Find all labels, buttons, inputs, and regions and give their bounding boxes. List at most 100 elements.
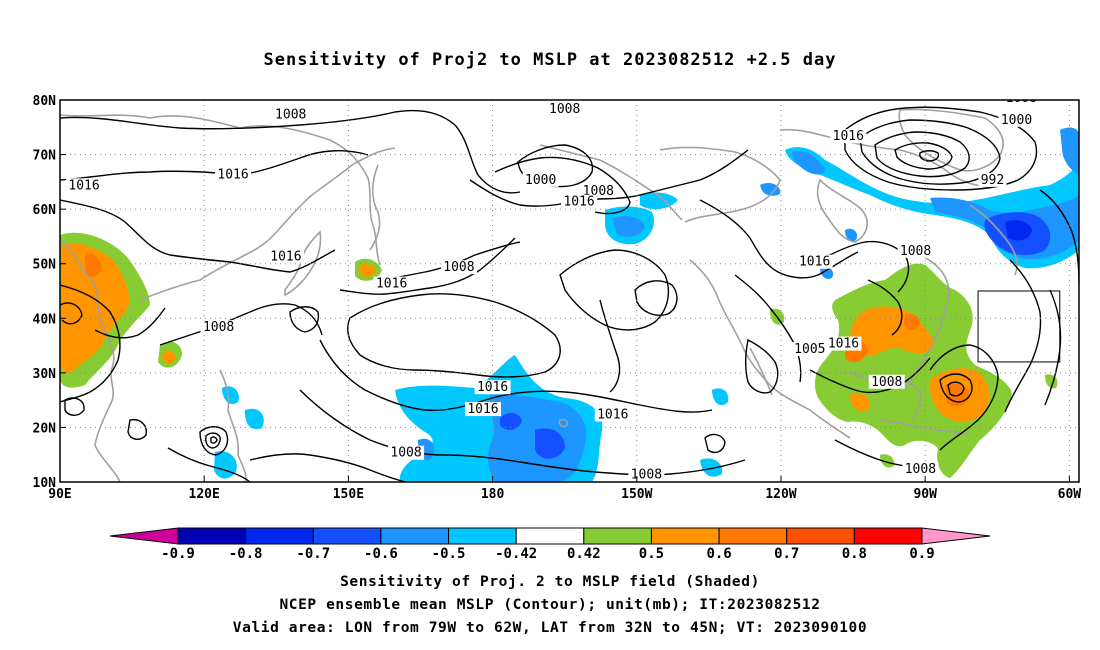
isobar-line [947,381,965,397]
x-tick-label: 90W [913,487,937,502]
isobar-line [704,433,726,454]
isobar-line [819,240,910,293]
x-tick-label: 120E [189,487,220,502]
coastline-north-america-west [689,259,851,439]
contour-label: 1016 [799,255,830,270]
positive-sensitivity-region [850,393,871,412]
y-tick-label: 20N [33,421,57,436]
colorbar-label: -0.6 [364,546,398,562]
contour-label: 1016 [563,195,594,210]
negative-sensitivity-region [700,458,723,477]
isobar-line [1004,259,1042,413]
contour-label: 1016 [828,337,859,352]
contour-label-background [522,172,559,187]
contour-label: 1008 [631,468,662,483]
contour-label-background [561,194,598,209]
isobar-line [60,302,83,325]
contour-label-background [1003,100,1040,105]
coastline-canada-arctic [779,128,991,189]
negative-sensitivity-region [535,428,565,459]
colorbar-label: -0.7 [296,546,330,562]
y-tick-label: 60N [33,203,57,218]
contour-label: 1008 [549,102,580,117]
isobar-line [919,150,940,162]
colorbar-label: 0.9 [909,546,934,562]
coastline-asia [60,239,121,482]
contour-label: 1016 [217,167,248,182]
contour-label-background [830,129,867,144]
contour-label: 1008 [900,244,931,259]
isobar-line [289,306,320,333]
x-axis: 90E 120E 150E 180 150W 120W 90W 60W [48,476,1081,502]
contour-label-background [796,254,833,269]
positive-sensitivity-region [880,454,895,468]
y-tick-label: 40N [33,312,57,327]
plot-frame [59,99,1080,483]
coastline-japan [284,230,322,297]
colorbar: -0.9 -0.8 -0.7 -0.6 -0.5 -0.42 0.42 0.5 0.6 0.7 0.… [109,527,991,562]
contour-label-background [594,407,631,422]
negative-sensitivity-region [1060,127,1079,175]
contour-label-background [373,276,410,291]
gridlines [60,100,1079,482]
contour-label-background [902,462,939,477]
contour-label: 1008 [275,107,306,122]
x-tick-label: 180 [481,487,505,502]
contour-label-background [440,260,477,275]
y-tick-label: 80N [33,94,57,109]
contour-label: 1008 [203,320,234,335]
coastline-taiwan-philippines [219,369,247,482]
contour-label: 1005 [794,342,825,357]
coastline-baja [749,347,773,396]
colorbar-bin [515,527,585,545]
contour-label: 1016 [467,402,498,417]
coastline-hudson-bay [816,178,868,243]
contour-label: 1008 [390,446,421,461]
contour-label-background [215,167,252,182]
contour-label-background [267,249,304,264]
positive-sensitivity-region [60,243,130,373]
contour-label: 1016 [68,178,99,193]
sensitivity-shading [60,127,1079,482]
valid-area-box [977,290,1061,363]
isobar-line [874,131,970,178]
isobar-line [494,156,631,215]
isobar-line [894,142,953,170]
colorbar-right-arrow [921,527,991,545]
isobar-line [339,237,516,295]
x-tick-label: 150E [333,487,364,502]
negative-sensitivity-region [222,386,239,405]
colorbar-bin [448,527,517,545]
contour-label-background [791,342,828,357]
x-tick-label: 90E [48,487,71,502]
coastline-china-korea [139,147,396,301]
coastline-kamchatka [369,164,381,251]
isobar-line [939,373,973,403]
isobar-line [94,307,166,339]
positive-sensitivity-region [359,263,376,277]
negative-sensitivity-region [612,216,645,237]
colorbar-label: -0.42 [495,546,537,562]
isobar-line [745,338,779,394]
contour-label: 1016 [477,380,508,395]
contour-label-background [66,178,103,193]
contour-label-background [272,107,309,122]
colorbar-bin [786,527,855,545]
isobar-line [167,447,251,482]
contour-label: 1016 [270,249,301,264]
y-tick-label: 50N [33,258,57,273]
coastline-us-east [904,254,950,391]
coastline-bering [539,144,683,221]
contour-label-background [998,112,1035,127]
negative-sensitivity-region [760,183,781,196]
colorbar-bin [312,527,382,545]
caption-contour: NCEP ensemble mean MSLP (Contour); unit(… [279,597,821,613]
isobar-line [60,199,336,273]
contour-label: 1000 [1001,113,1032,128]
contour-label: 1008 [1006,91,1037,106]
isobar-line [859,119,1001,185]
isobar-line [634,280,678,316]
colorbar-bin [718,527,788,545]
x-tick-label: 60W [1058,487,1082,502]
